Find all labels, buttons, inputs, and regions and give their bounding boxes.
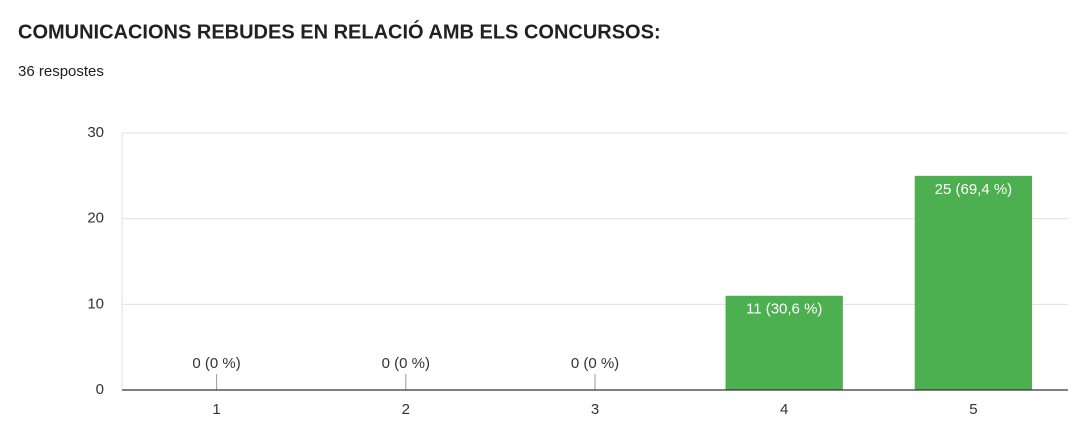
bar	[725, 295, 843, 390]
x-tick-label: 4	[780, 401, 788, 418]
data-label: 0 (0 %)	[192, 355, 240, 372]
y-tick-label: 10	[87, 295, 104, 312]
y-tick-label: 30	[87, 124, 104, 141]
x-tick-label: 3	[591, 401, 599, 418]
data-label: 0 (0 %)	[571, 355, 619, 372]
data-label: 11 (30,6 %)	[746, 301, 822, 318]
bar	[914, 175, 1033, 390]
chart-title: COMUNICACIONS REBUDES EN RELACIÓ AMB ELS…	[18, 19, 661, 43]
data-label: 0 (0 %)	[382, 355, 430, 372]
x-tick-label: 1	[212, 401, 220, 418]
y-tick-label: 20	[87, 210, 104, 227]
x-tick-label: 5	[969, 401, 977, 418]
data-label: 25 (69,4 %)	[935, 181, 1013, 198]
x-tick-label: 2	[402, 401, 410, 418]
chart-subtitle: 36 respostes	[18, 63, 104, 80]
y-tick-label: 0	[96, 381, 104, 398]
